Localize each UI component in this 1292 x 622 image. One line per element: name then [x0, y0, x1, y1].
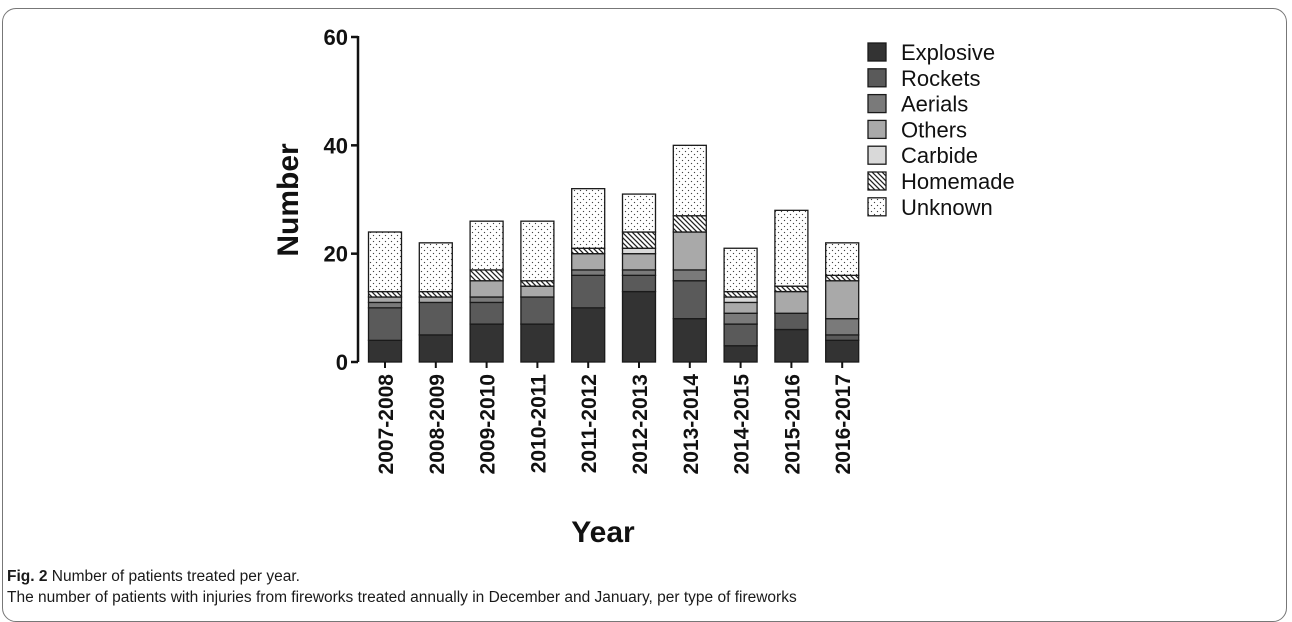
x-tick-label: 2012-2013 [629, 374, 652, 474]
bar-segment-homemade-2007-2008 [367, 290, 403, 298]
figure-caption: Fig. 2 Number of patients treated per ye… [7, 566, 1277, 608]
bar-segment-unknown-2010-2011 [520, 220, 555, 282]
y-axis-title: Number [272, 143, 305, 257]
bar-segment-explosive-2012-2013 [621, 290, 657, 363]
legend-swatch-unknown [867, 197, 887, 217]
bar-segment-unknown-2011-2012 [571, 188, 606, 249]
bar-segment-aerials-2012-2013 [621, 269, 657, 276]
bar-segment-homemade-2015-2016 [774, 285, 809, 293]
bar-segment-unknown-2012-2013 [621, 193, 657, 233]
x-tick-label: 2014-2015 [731, 374, 754, 475]
bar-segment-others-2010-2011 [520, 285, 555, 298]
x-tick-label: 2016-2017 [832, 374, 855, 474]
axes-layer: 2007-2008 2008-2009 2009-2010 2010-2011 2011… [324, 25, 856, 474]
bar-segment-unknown-2016-2017 [825, 242, 860, 276]
bar-segment-others-2016-2017 [825, 280, 860, 320]
bar-segment-unknown-2013-2014 [672, 144, 707, 217]
bar-segment-rockets-2016-2017 [825, 334, 860, 341]
bar-segment-explosive-2014-2015 [723, 345, 758, 363]
legend-swatch-rockets [867, 68, 887, 88]
bar-segment-rockets-2009-2010 [469, 301, 504, 325]
bar-segment-unknown-2014-2015 [723, 247, 758, 293]
bars-layer [367, 144, 860, 363]
bar-segment-others-2014-2015 [723, 301, 758, 314]
legend-label-homemade: Homemade [901, 169, 1015, 194]
bar-segment-others-2015-2016 [774, 290, 809, 314]
stacked-bar-chart: 2007-2008 2008-2009 2009-2010 2010-2011 2011… [272, 25, 1015, 549]
bar-segment-unknown-2008-2009 [418, 242, 453, 293]
x-axis-title: Year [571, 516, 635, 549]
bar-segment-rockets-2015-2016 [774, 312, 809, 331]
bar-segment-unknown-2007-2008 [367, 231, 403, 293]
x-tick-label: 2009-2010 [477, 374, 500, 474]
legend-label-aerials: Aerials [901, 92, 968, 117]
bar-segment-aerials-2009-2010 [469, 296, 504, 304]
bar-segment-rockets-2013-2014 [672, 280, 707, 320]
x-tick-label: 2008-2009 [426, 374, 449, 474]
legend-label-unknown: Unknown [901, 195, 993, 220]
x-tick-label: 2010-2011 [527, 374, 550, 474]
bar-segment-explosive-2010-2011 [520, 323, 555, 363]
bar-segment-others-2009-2010 [469, 280, 504, 298]
bar-segment-explosive-2013-2014 [672, 318, 707, 363]
bar-segment-explosive-2011-2012 [571, 307, 606, 363]
bar-segment-homemade-2012-2013 [621, 231, 657, 249]
bar-segment-homemade-2010-2011 [520, 280, 555, 287]
y-tick-label: 60 [324, 25, 348, 50]
legend-label-others: Others [901, 117, 967, 142]
x-tick-label: 2013-2014 [680, 374, 703, 475]
y-tick-label: 40 [324, 133, 348, 158]
legend-swatch-carbide [867, 145, 887, 165]
bar-segment-others-2013-2014 [672, 231, 707, 271]
legend-label-explosive: Explosive [901, 40, 995, 65]
bar-segment-carbide-2014-2015 [723, 296, 758, 304]
bar-segment-others-2007-2008 [367, 296, 403, 304]
figure-description: The number of patients with injuries fro… [7, 589, 797, 606]
x-tick-label: 2015-2016 [781, 374, 804, 474]
bar-segment-explosive-2008-2009 [418, 334, 453, 363]
bar-segment-homemade-2008-2009 [418, 290, 453, 298]
legend-swatch-others [867, 119, 887, 140]
bar-segment-homemade-2016-2017 [825, 274, 860, 282]
bar-segment-rockets-2008-2009 [418, 301, 453, 336]
bar-segment-rockets-2014-2015 [723, 323, 758, 347]
legend: ExplosiveRocketsAerialsOthersCarbideHome… [867, 40, 1015, 220]
y-tick-label: 20 [324, 242, 348, 267]
bar-segment-explosive-2015-2016 [774, 328, 809, 363]
legend-swatch-homemade [867, 171, 887, 191]
bar-segment-homemade-2013-2014 [672, 215, 707, 233]
bar-segment-others-2012-2013 [621, 253, 657, 271]
bar-segment-others-2008-2009 [418, 296, 453, 304]
bar-segment-explosive-2007-2008 [367, 339, 403, 363]
bar-segment-others-2011-2012 [571, 253, 606, 271]
legend-label-rockets: Rockets [901, 66, 980, 91]
bar-segment-rockets-2011-2012 [571, 274, 606, 309]
bar-segment-homemade-2014-2015 [723, 290, 758, 298]
bar-segment-rockets-2007-2008 [367, 307, 403, 341]
bar-segment-homemade-2011-2012 [571, 247, 606, 255]
bar-segment-rockets-2010-2011 [520, 296, 555, 325]
bar-segment-explosive-2016-2017 [825, 339, 860, 363]
bar-segment-carbide-2012-2013 [621, 247, 657, 255]
bar-segment-homemade-2009-2010 [469, 269, 504, 282]
bar-segment-explosive-2009-2010 [469, 323, 504, 363]
x-tick-label: 2007-2008 [375, 374, 398, 475]
bar-segment-unknown-2009-2010 [469, 220, 504, 271]
x-tick-label: 2011-2012 [578, 374, 601, 473]
figure-title: Number of patients treated per year. [51, 568, 300, 585]
legend-swatch-explosive [867, 42, 887, 62]
bar-segment-aerials-2016-2017 [825, 318, 860, 336]
figure-label: Fig. 2 [7, 568, 48, 585]
bar-segment-aerials-2014-2015 [723, 312, 758, 325]
y-tick-label: 0 [336, 350, 348, 375]
bar-segment-aerials-2011-2012 [571, 269, 606, 276]
bar-segment-rockets-2012-2013 [621, 274, 657, 293]
legend-swatch-aerials [867, 93, 887, 114]
bar-segment-unknown-2015-2016 [774, 209, 809, 287]
legend-label-carbide: Carbide [901, 143, 978, 168]
bar-segment-aerials-2013-2014 [672, 269, 707, 282]
bar-segment-aerials-2007-2008 [367, 301, 403, 309]
